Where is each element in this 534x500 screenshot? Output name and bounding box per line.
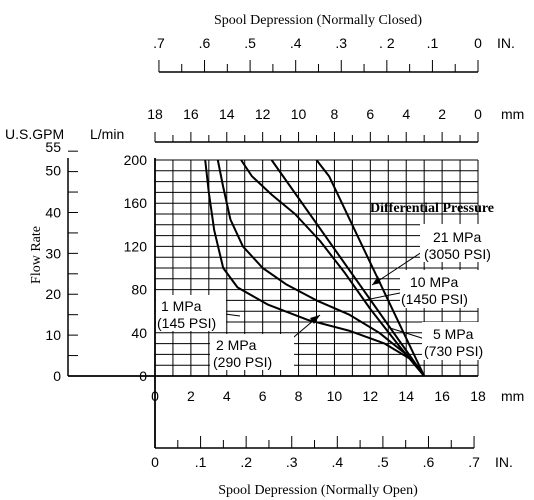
series-label-2mpa-top: 2 MPa	[216, 337, 257, 353]
lmin-tick-label: 160	[124, 195, 148, 211]
bottom-mm-tick-label: 8	[295, 388, 303, 404]
series-label-5mpa: 5 MPa (730 PSI)	[422, 322, 504, 360]
y-axis-title: Flow Rate	[29, 226, 44, 284]
top-mm-tick-label: 4	[402, 106, 410, 122]
series-label-5mpa-bottom: (730 PSI)	[424, 343, 483, 359]
bottom-in-tick-label: .7	[468, 454, 480, 470]
bottom-axis-title: Spool Depression (Normally Open)	[218, 483, 418, 498]
gpm-tick-label: 20	[45, 286, 61, 302]
gpm-tick-label: 40	[45, 204, 61, 220]
bottom-mm-tick-label: 2	[187, 388, 195, 404]
series-label-1mpa: 1 MPa (145 PSI)	[156, 295, 226, 331]
series-leader-line	[389, 327, 429, 341]
top-mm-tick-label: 12	[255, 106, 271, 122]
series-label-10mpa: 10 MPa (1450 PSI)	[400, 270, 500, 308]
top-mm-unit-label: mm	[501, 106, 524, 122]
bottom-in-unit-label: IN.	[495, 454, 513, 470]
top-in-tick-label: . 2	[379, 35, 395, 51]
series-label-10mpa-top: 10 MPa	[410, 274, 458, 290]
bottom-mm-tick-label: 10	[327, 388, 343, 404]
top-axis-title: Spool Depression (Normally Closed)	[214, 13, 422, 28]
top-mm-tick-label: 16	[183, 106, 199, 122]
series-label-1mpa-top: 1 MPa	[161, 298, 202, 314]
bottom-mm-tick-label: 14	[398, 388, 414, 404]
bottom-mm-tick-label: 12	[363, 388, 379, 404]
lmin-tick-label: 120	[124, 238, 148, 254]
top-in-tick-label: .4	[290, 35, 302, 51]
gpm-tick-label: 50	[45, 163, 61, 179]
series-label-2mpa-bottom: (290 PSI)	[213, 354, 272, 370]
gpm-tick-label: 10	[45, 327, 61, 343]
top-mm-tick-label: 14	[219, 106, 235, 122]
top-mm-tick-label: 18	[147, 106, 163, 122]
series-label-10mpa-bottom: (1450 PSI)	[401, 291, 468, 307]
bottom-mm-tick-label: 4	[223, 388, 231, 404]
gpm-tick-label: 30	[45, 245, 61, 261]
bottom-mm-tick-label: 0	[151, 388, 159, 404]
gpm-unit-label: U.S.GPM	[5, 126, 64, 142]
lmin-unit-label: L/min	[90, 126, 124, 142]
lmin-tick-label: 40	[131, 325, 147, 341]
series-line-21mpa	[315, 159, 426, 377]
series-label-5mpa-top: 5 MPa	[433, 326, 474, 342]
series-label-2mpa: 2 MPa (290 PSI)	[210, 334, 294, 370]
bottom-mm-unit-label: mm	[501, 388, 524, 404]
lmin-tick-label: 200	[124, 152, 148, 168]
series-label-21mpa: 21 MPa (3050 PSI)	[420, 224, 512, 262]
bottom-in-tick-label: .5	[377, 454, 389, 470]
top-in-tick-label: .5	[244, 35, 256, 51]
series-line-1mpa	[204, 159, 425, 377]
bottom-in-tick-label: .3	[286, 454, 298, 470]
top-in-unit-label: IN.	[497, 35, 515, 51]
bottom-in-tick-label: 0	[151, 454, 159, 470]
gpm-tick-label: 0	[53, 368, 61, 384]
top-in-tick-label: .7	[153, 35, 165, 51]
bottom-mm-tick-label: 6	[259, 388, 267, 404]
top-mm-tick-label: 2	[438, 106, 446, 122]
bottom-in-tick-label: .2	[240, 454, 252, 470]
top-mm-tick-label: 0	[474, 106, 482, 122]
lmin-tick-label: 80	[131, 282, 147, 298]
bottom-in-tick-label: .4	[331, 454, 343, 470]
top-in-tick-label: 0	[474, 35, 482, 51]
chart-curves	[204, 159, 426, 377]
series-label-1mpa-bottom: (145 PSI)	[157, 315, 216, 331]
lmin-tick-label: 0	[139, 368, 147, 384]
top-in-tick-label: .3	[335, 35, 347, 51]
series-line-10mpa	[270, 159, 426, 377]
bottom-mm-tick-label: 16	[434, 388, 450, 404]
bottom-mm-tick-label: 18	[470, 388, 486, 404]
series-line-2mpa	[216, 159, 425, 377]
top-in-tick-label: .6	[199, 35, 211, 51]
top-mm-tick-label: 10	[291, 106, 307, 122]
legend-title: Differential Pressure	[370, 201, 494, 216]
bottom-in-tick-label: .1	[195, 454, 207, 470]
series-leader-line	[371, 247, 429, 286]
top-mm-tick-label: 6	[366, 106, 374, 122]
bottom-in-tick-label: .6	[423, 454, 435, 470]
series-line-5mpa	[240, 159, 425, 377]
series-label-21mpa-bottom: (3050 PSI)	[424, 246, 491, 262]
top-mm-tick-label: 8	[331, 106, 339, 122]
gpm-tick-label: 55	[45, 139, 61, 155]
top-in-tick-label: .1	[427, 35, 439, 51]
series-label-21mpa-top: 21 MPa	[433, 229, 481, 245]
series-leader-line	[364, 291, 406, 301]
